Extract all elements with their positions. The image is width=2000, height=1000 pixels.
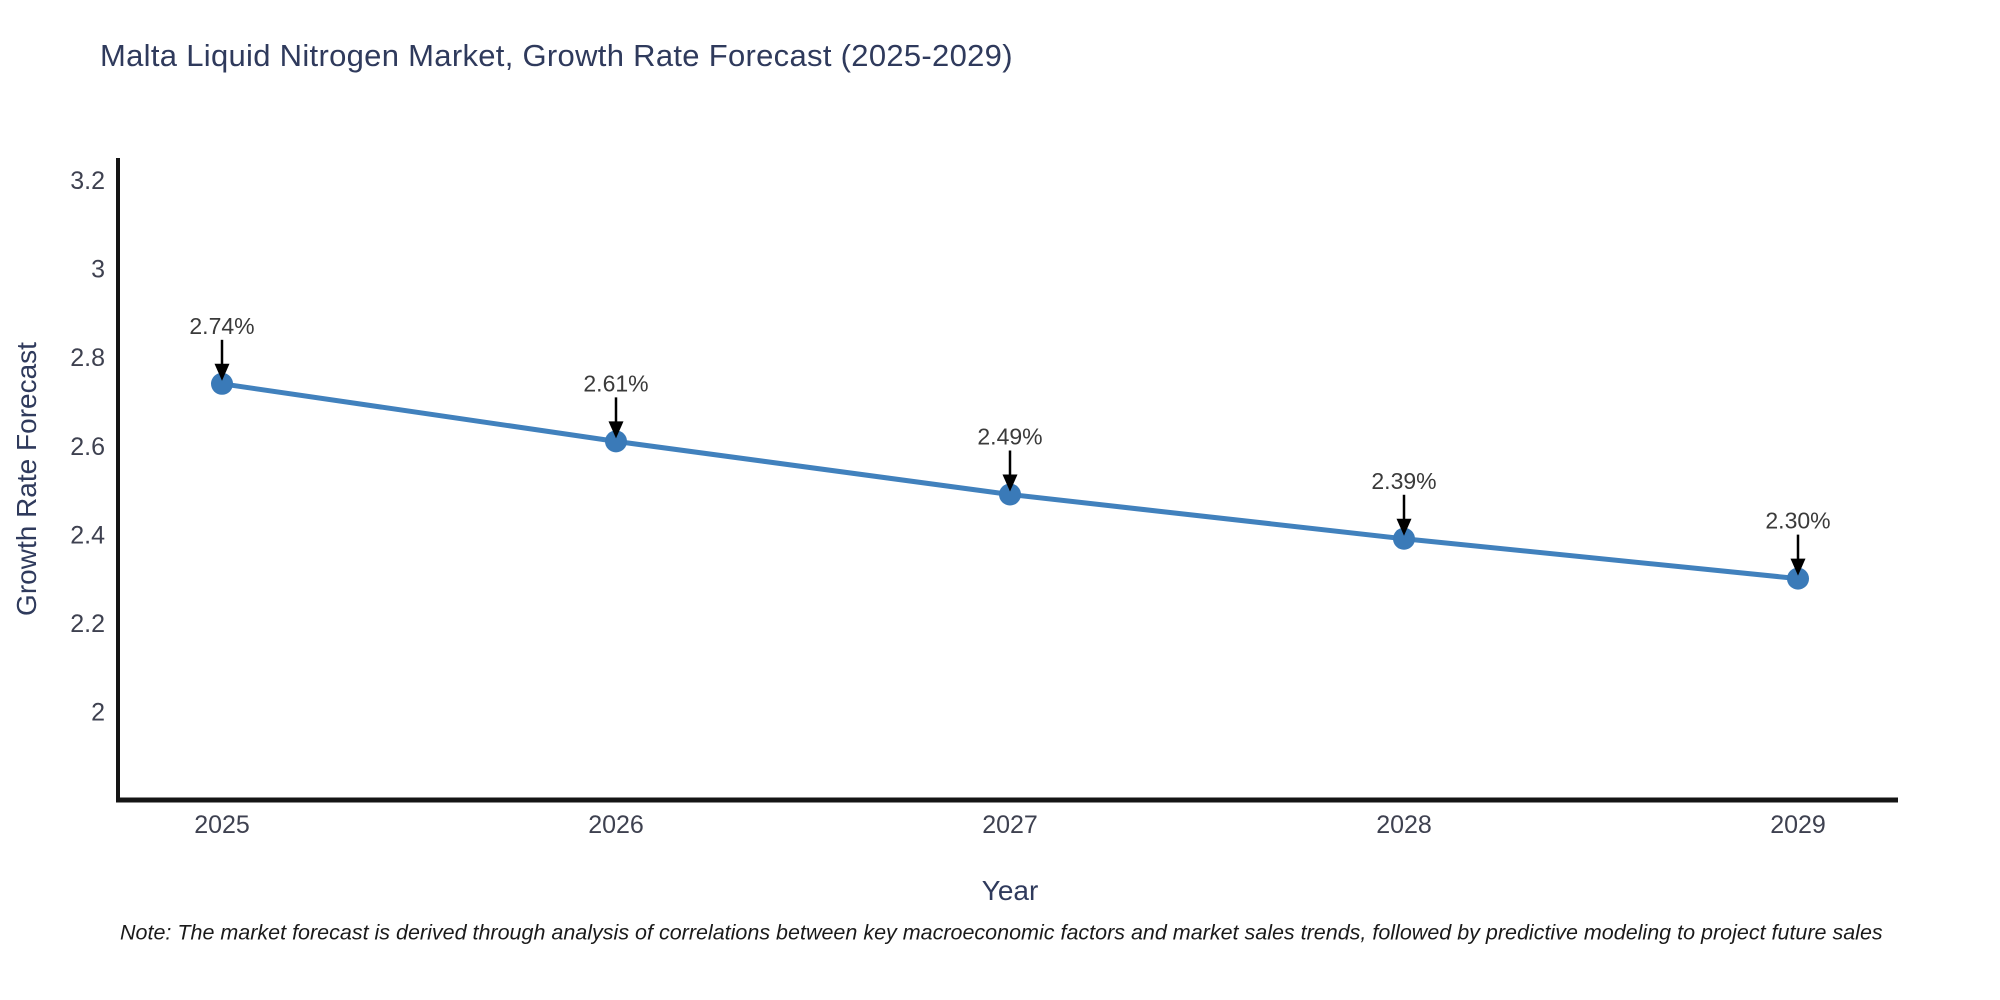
x-tick-label: 2027	[982, 811, 1038, 839]
data-point	[1787, 567, 1809, 590]
y-tick-label: 2	[91, 698, 105, 726]
point-annotation: 2.39%	[1371, 468, 1436, 494]
x-tick-label: 2029	[1770, 811, 1826, 839]
annotation-arrow-head	[608, 421, 624, 439]
y-axis-title: Growth Rate Forecast	[11, 342, 42, 616]
point-annotation: 2.49%	[977, 423, 1042, 449]
y-tick-label: 2.4	[70, 521, 105, 549]
y-tick-label: 2.8	[70, 344, 105, 372]
point-annotation: 2.61%	[583, 370, 648, 396]
point-annotation: 2.30%	[1765, 508, 1830, 534]
x-tick-label: 2025	[194, 811, 250, 839]
annotation-arrow-head	[214, 363, 230, 381]
annotation-arrow-head	[1396, 518, 1412, 536]
y-tick-label: 3	[91, 256, 105, 284]
data-point	[211, 372, 233, 395]
y-tick-label: 2.2	[70, 610, 105, 638]
annotation-arrow-head	[1790, 558, 1806, 576]
data-point	[999, 483, 1021, 506]
footnote: Note: The market forecast is derived thr…	[120, 920, 1883, 945]
annotation-arrow-head	[1002, 474, 1018, 492]
chart-title: Malta Liquid Nitrogen Market, Growth Rat…	[100, 38, 1013, 73]
y-tick-label: 3.2	[70, 167, 105, 195]
y-tick-label: 2.6	[70, 433, 105, 461]
x-tick-label: 2026	[588, 811, 644, 839]
data-point	[605, 430, 627, 453]
point-annotation: 2.74%	[189, 313, 254, 339]
data-point	[1393, 527, 1415, 550]
x-axis-title: Year	[981, 875, 1039, 906]
x-tick-label: 2028	[1376, 811, 1432, 839]
